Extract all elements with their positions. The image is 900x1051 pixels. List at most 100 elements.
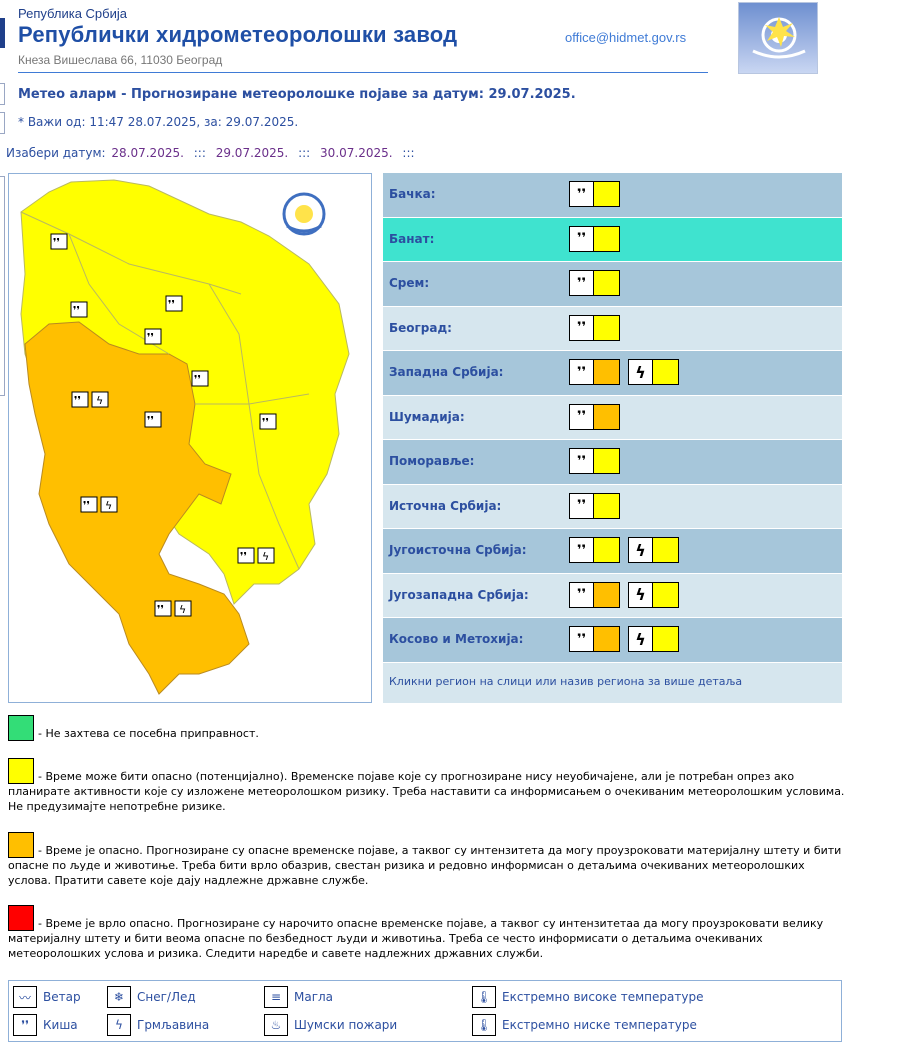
- alert-level-swatch: [653, 359, 679, 385]
- alert-rain[interactable]: ❜❜: [569, 403, 620, 432]
- map-rain-icon[interactable]: ❜❜: [191, 370, 209, 387]
- svg-text:❜❜: ❜❜: [73, 304, 80, 317]
- region-row[interactable]: Источна Србија: ❜❜: [383, 484, 842, 529]
- region-name-link[interactable]: Шумадија:: [389, 409, 465, 424]
- map-rain-icon[interactable]: ❜❜: [70, 301, 88, 318]
- type-high-temp: 🌡 Екстремно високе температуре: [472, 986, 703, 1008]
- rain-icon: ❜❜: [569, 403, 594, 430]
- svg-text:❜❜: ❜❜: [157, 603, 164, 616]
- svg-text:❜❜: ❜❜: [53, 236, 60, 249]
- alert-rain[interactable]: ❜❜: [569, 626, 620, 654]
- region-name-link[interactable]: Срем:: [389, 276, 430, 290]
- alert-level-swatch: [594, 314, 620, 341]
- type-fog: ≡ Магла: [264, 986, 333, 1008]
- rhmz-logo[interactable]: [738, 2, 818, 74]
- thunder-icon: ϟ: [628, 626, 653, 652]
- regions-footer: Кликни регион на слици или назив региона…: [383, 662, 842, 703]
- type-label: Киша: [43, 1018, 78, 1032]
- date-separator: :::: [298, 146, 311, 160]
- date-link[interactable]: 29.07.2025.: [215, 146, 289, 160]
- alert-level-swatch: [594, 225, 620, 252]
- header-email-link[interactable]: office@hidmet.gov.rs: [565, 30, 687, 45]
- region-alerts: ❜❜: [569, 492, 620, 521]
- alert-thunder[interactable]: ϟ: [628, 537, 679, 565]
- alarm-title: Метео аларм - Прогнозиране метеоролошке …: [18, 87, 576, 102]
- map-thunder-icon[interactable]: ϟ: [91, 391, 109, 408]
- region-name-link[interactable]: Југозападна Србија:: [389, 587, 529, 602]
- alert-rain[interactable]: ❜❜: [569, 448, 620, 476]
- forest-fire-icon: ♨: [264, 1014, 288, 1036]
- map-rain-icon[interactable]: ❜❜: [165, 295, 183, 312]
- region-row[interactable]: Југоисточна Србија: ❜❜ ϟ: [383, 529, 842, 574]
- map-rain-icon[interactable]: ❜❜: [71, 391, 89, 408]
- alert-rain[interactable]: ❜❜: [569, 359, 620, 387]
- map-rain-icon[interactable]: ❜❜: [144, 328, 162, 345]
- alert-level-swatch: [653, 626, 679, 652]
- region-name-link[interactable]: Банат:: [389, 231, 435, 246]
- map-rain-icon[interactable]: ❜❜: [154, 600, 172, 617]
- alert-rain[interactable]: ❜❜: [569, 581, 620, 610]
- alert-rain[interactable]: ❜❜: [569, 270, 620, 298]
- alert-thunder[interactable]: ϟ: [628, 581, 679, 610]
- type-rain: ❜❜ Киша: [13, 1014, 78, 1036]
- alert-rain[interactable]: ❜❜: [569, 181, 620, 209]
- region-alerts: ❜❜ ϟ: [569, 626, 679, 654]
- date-link[interactable]: 28.07.2025.: [111, 146, 184, 160]
- region-row[interactable]: Косово и Метохија: ❜❜ ϟ: [383, 618, 842, 663]
- region-alerts: ❜❜: [569, 448, 620, 476]
- legend-swatch-red: [8, 905, 34, 931]
- region-row[interactable]: Западна Србија: ❜❜ ϟ: [383, 351, 842, 396]
- left-bar: [0, 18, 5, 48]
- alert-rain[interactable]: ❜❜: [569, 225, 620, 254]
- alert-rain[interactable]: ❜❜: [569, 314, 620, 343]
- region-name-link[interactable]: Западна Србија:: [389, 365, 504, 379]
- region-row[interactable]: Београд: ❜❜: [383, 306, 842, 351]
- region-row[interactable]: Бачка: ❜❜: [383, 173, 842, 218]
- alert-thunder[interactable]: ϟ: [628, 359, 679, 387]
- alert-level-swatch: [594, 626, 620, 652]
- alert-thunder[interactable]: ϟ: [628, 626, 679, 654]
- legend-text: - Време може бити опасно (потенцијално).…: [8, 770, 845, 813]
- region-name-link[interactable]: Југоисточна Србија:: [389, 543, 527, 557]
- map-rain-icon[interactable]: ❜❜: [144, 411, 162, 428]
- map-thunder-icon[interactable]: ϟ: [174, 600, 192, 617]
- map-region-orange-area[interactable]: [24, 321, 250, 695]
- region-row[interactable]: Шумадија: ❜❜: [383, 395, 842, 440]
- rain-icon: ❜❜: [569, 492, 594, 519]
- map-thunder-icon[interactable]: ϟ: [257, 547, 275, 564]
- alert-rain[interactable]: ❜❜: [569, 492, 620, 521]
- legend-red: - Време је врло опасно. Прогнозиране су …: [8, 905, 848, 961]
- map-rain-icon[interactable]: ❜❜: [50, 233, 68, 250]
- legend-text: - Не захтева се посебна приправност.: [38, 727, 259, 740]
- region-name-link[interactable]: Поморавље:: [389, 454, 475, 468]
- region-row[interactable]: Банат: ❜❜: [383, 217, 842, 262]
- map-rain-icon[interactable]: ❜❜: [237, 547, 255, 564]
- map-rain-icon[interactable]: ❜❜: [80, 496, 98, 513]
- map-rain-icon[interactable]: ❜❜: [259, 413, 277, 430]
- type-fire: ♨ Шумски пожари: [264, 1014, 397, 1036]
- region-row[interactable]: Југозападна Србија: ❜❜ ϟ: [383, 573, 842, 618]
- alert-level-swatch: [594, 359, 620, 385]
- alert-rain[interactable]: ❜❜: [569, 537, 620, 565]
- type-thunder: ϟ Грмљавина: [107, 1014, 209, 1036]
- region-name-link[interactable]: Косово и Метохија:: [389, 632, 524, 646]
- regions-table: Бачка: ❜❜ Банат: ❜❜ Срем: ❜❜ Београд: ❜❜ Западна…: [383, 173, 842, 703]
- map-thunder-icon[interactable]: ϟ: [100, 496, 118, 513]
- header-divider: [18, 72, 708, 73]
- region-name-link[interactable]: Источна Србија:: [389, 498, 502, 513]
- header-title[interactable]: Републички хидрометеоролошки завод: [18, 22, 458, 47]
- svg-text:❜❜: ❜❜: [83, 499, 90, 512]
- legend-text: - Време је врло опасно. Прогнозиране су …: [8, 917, 824, 960]
- date-separator: :::: [193, 146, 206, 160]
- date-chooser-label: Изабери датум:: [6, 146, 106, 160]
- low-temp-icon: 🌡: [472, 1014, 496, 1036]
- serbia-map[interactable]: ❜❜ ❜❜ ❜❜ ❜❜ ❜❜ ❜❜ ϟ ❜❜ ❜❜ ❜❜ ϟ ❜❜ ϟ ❜❜ ϟ: [8, 173, 372, 703]
- region-row[interactable]: Срем: ❜❜: [383, 262, 842, 307]
- region-name-link[interactable]: Бачка:: [389, 187, 436, 201]
- svg-text:❜❜: ❜❜: [147, 414, 154, 427]
- region-name-link[interactable]: Београд:: [389, 320, 452, 335]
- region-row[interactable]: Поморавље: ❜❜: [383, 440, 842, 485]
- date-link[interactable]: 30.07.2025.: [320, 146, 393, 160]
- rain-icon: ❜❜: [569, 626, 594, 652]
- svg-text:ϟ: ϟ: [105, 499, 112, 512]
